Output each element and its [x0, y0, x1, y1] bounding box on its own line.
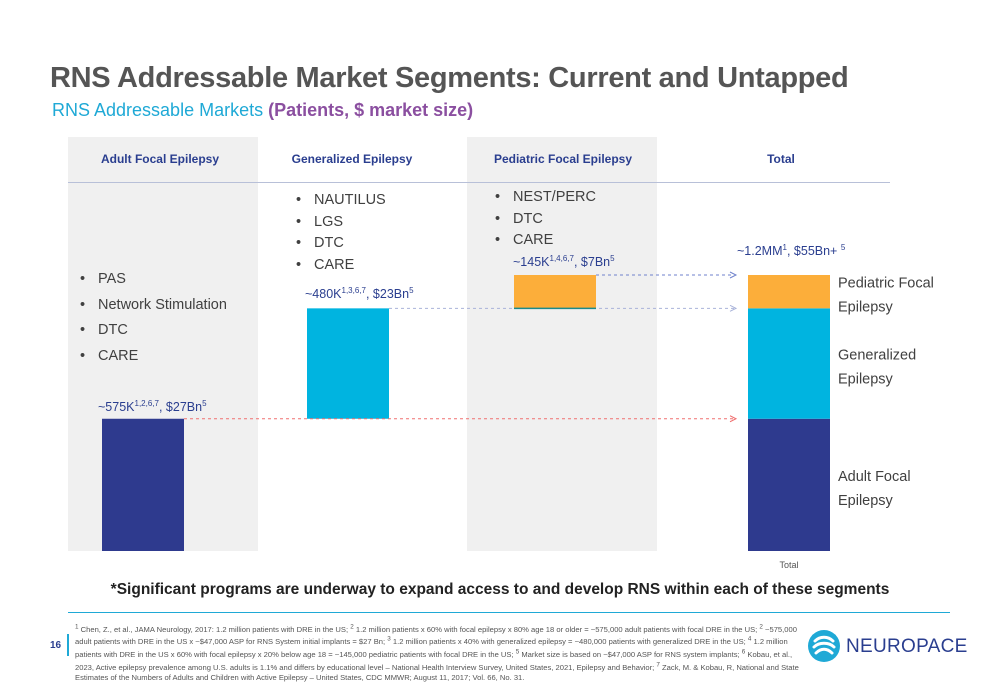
connector-arrow [729, 415, 738, 423]
pediatric-programs-list: NEST/PERC DTC CARE [495, 187, 596, 252]
list-item: LGS [296, 212, 386, 234]
column-header-generalized: Generalized Epilepsy [291, 152, 413, 166]
total-segment-label: Epilepsy [838, 372, 894, 388]
program-note: *Significant programs are underway to ex… [110, 581, 890, 598]
footnote: 2 ~575,000 adult patients with DRE in th… [75, 623, 797, 647]
total-segment-label: Epilepsy [838, 300, 894, 316]
header-divider [68, 182, 890, 183]
footnote: 3 1.2 million patients x 40% with genera… [387, 635, 748, 647]
generalized-programs-list: NAUTILUS LGS DTC CARE [296, 190, 386, 276]
connector-arrow [729, 304, 738, 312]
page-title: RNS Addressable Market Segments: Current… [50, 62, 849, 94]
bar-total-adult-focal-epilepsy [748, 418, 830, 551]
total-segment-label: Generalized [838, 348, 916, 364]
adult-programs-list: PAS Network Stimulation DTC CARE [80, 267, 227, 369]
neuropace-mark-icon [808, 630, 840, 662]
list-item: DTC [296, 233, 386, 255]
subtitle-units: (Patients, $ market size) [268, 100, 474, 120]
data-label: ~1.2MM1, $55Bn+ 5 [737, 243, 846, 258]
logo-wordmark: NEUROPACE [846, 636, 968, 657]
total-segment-label: Pediatric Focal [838, 276, 934, 292]
x-tick-label: Total [779, 560, 798, 570]
list-item: DTC [495, 209, 596, 231]
column-header-adult: Adult Focal Epilepsy [100, 152, 220, 166]
connector-arrow [729, 271, 738, 279]
data-label: ~480K1,3,6,7, $23Bn5 [305, 286, 414, 301]
column-header-total: Total [767, 152, 795, 166]
bar-adult-focal-epilepsy [102, 418, 184, 551]
footnote: 6 Kobau, et al., 2023, Active epilepsy p… [75, 648, 793, 673]
list-item: NAUTILUS [296, 190, 386, 212]
list-item: Network Stimulation [80, 293, 227, 319]
subtitle-main: RNS Addressable Markets [52, 100, 269, 120]
neuropace-logo: NEUROPACE [806, 628, 967, 664]
list-item: PAS [80, 267, 227, 293]
bar-generalized-epilepsy [307, 308, 389, 419]
footnote: 5 Market size is based on ~$47,000 ASP f… [515, 648, 742, 660]
column-header-pediatric: Pediatric Focal Epilepsy [493, 152, 633, 166]
footnote: 2 1.2 million patients x 60% with focal … [350, 623, 760, 634]
list-item: NEST/PERC [495, 187, 596, 209]
data-label: ~575K1,2,6,7, $27Bn5 [98, 399, 207, 414]
data-label: ~145K1,4,6,7, $7Bn5 [513, 254, 615, 269]
page-number: 16 [50, 640, 62, 651]
list-item: CARE [296, 255, 386, 277]
footnote: 4 1.2 million patients with DRE in the U… [75, 635, 788, 660]
list-item: DTC [80, 318, 227, 344]
list-item: CARE [495, 230, 596, 252]
bar-total-pediatric-focal-epilepsy [748, 275, 830, 309]
total-segment-label: Adult Focal [838, 469, 911, 485]
footnote: 7 Zack, M. & Kobau, R, National and Stat… [75, 661, 799, 683]
bar-pediatric-focal-epilepsy [514, 275, 596, 309]
footnote: 1 Chen, Z., et al., JAMA Neurology, 2017… [75, 623, 351, 634]
list-item: CARE [80, 344, 227, 370]
footer-accent-bar [67, 634, 69, 656]
footnotes: 1 Chen, Z., et al., JAMA Neurology, 2017… [75, 622, 805, 684]
page-subtitle: RNS Addressable Markets (Patients, $ mar… [52, 100, 473, 121]
total-segment-label: Epilepsy [838, 493, 894, 509]
footer-divider [68, 612, 950, 613]
bar-total-generalized-epilepsy [748, 308, 830, 419]
